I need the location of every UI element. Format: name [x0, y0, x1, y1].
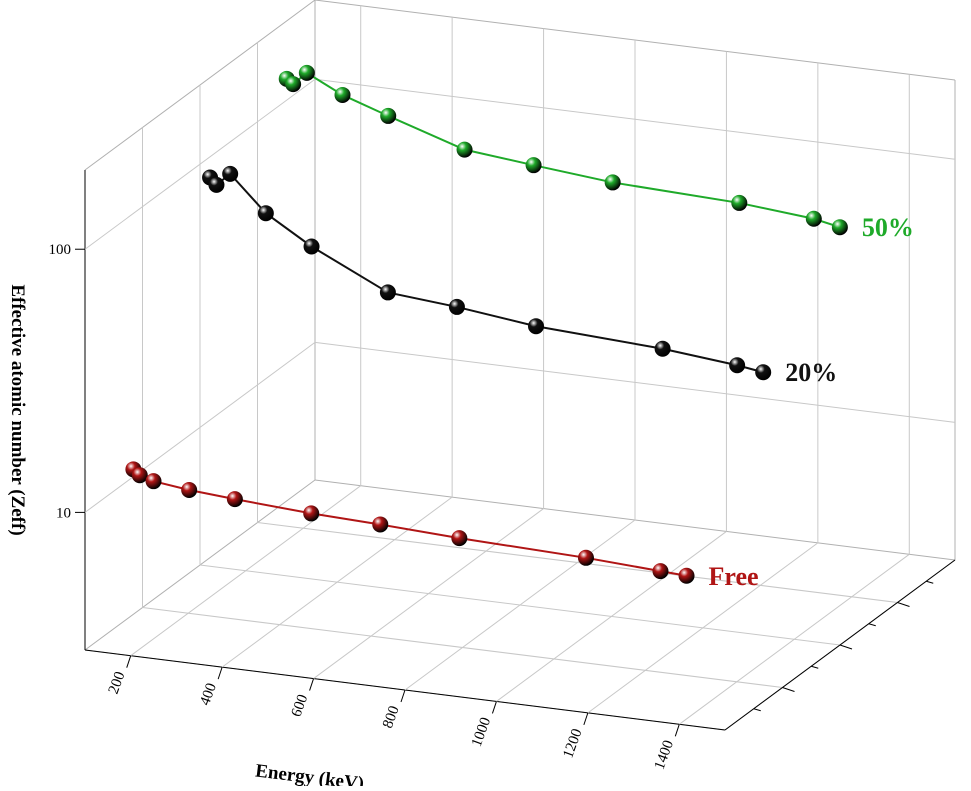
x-tick [583, 712, 589, 726]
x-tick [491, 701, 497, 714]
series-line [209, 172, 764, 374]
grid-line [496, 531, 727, 702]
depth-minor-tick [868, 623, 876, 627]
data-point [181, 482, 198, 499]
grid-line [314, 78, 956, 160]
x-tick-label: 1400 [652, 738, 677, 772]
data-point [604, 174, 621, 191]
data-point [731, 194, 748, 211]
data-point [131, 467, 148, 484]
grid-line [84, 341, 316, 513]
data-point [451, 530, 468, 547]
series-label: Free [709, 562, 759, 591]
depth-tick [839, 644, 853, 650]
grid-line [221, 496, 453, 668]
x-tick-label: 800 [380, 704, 403, 731]
depth-tick [897, 602, 910, 607]
data-point [303, 505, 320, 522]
x-tick [400, 689, 406, 703]
series-line [286, 71, 841, 229]
x-tick [217, 666, 223, 680]
y-axis-title: Effective atomic number (Zeff) [7, 284, 28, 535]
data-point [208, 176, 225, 193]
data-point [257, 205, 274, 222]
data-point [379, 284, 396, 301]
depth-axis [724, 559, 956, 731]
x-tick-label: 400 [197, 681, 220, 708]
data-point [528, 318, 544, 335]
series-line [132, 468, 687, 577]
grid-line [313, 508, 544, 679]
series-label: 20% [785, 358, 837, 387]
y-tick-label: 100 [49, 242, 72, 258]
depth-minor-tick [926, 580, 934, 584]
x-tick-label: 1200 [560, 727, 585, 761]
grid-line [587, 542, 819, 714]
data-point [303, 238, 320, 255]
data-point [805, 210, 822, 227]
data-point [577, 549, 594, 566]
x-tick-label: 600 [289, 692, 312, 719]
series-label: 50% [862, 213, 914, 242]
x-tick-label: 1000 [469, 715, 494, 749]
data-point [380, 107, 397, 124]
data-point [334, 86, 351, 103]
data-point [285, 76, 302, 93]
data-point [372, 516, 389, 533]
x-tick [309, 678, 315, 691]
depth-tick [782, 687, 795, 692]
depth-minor-tick [811, 665, 819, 669]
data-point [755, 364, 772, 381]
x-tick [674, 724, 680, 737]
grid-line [678, 553, 910, 725]
data-point [678, 567, 695, 584]
data-point [226, 491, 243, 508]
grid-line [314, 341, 956, 423]
data-point [652, 563, 669, 580]
grid-line [404, 519, 636, 691]
x-tick [126, 655, 132, 668]
data-point [654, 340, 671, 357]
data-point [222, 165, 239, 182]
y-tick-label: 10 [56, 505, 71, 521]
depth-minor-tick [753, 708, 761, 712]
data-point [729, 357, 746, 374]
x-axis-title: Energy (keV) [254, 760, 365, 786]
grid-line [130, 485, 362, 657]
grid-line [84, 78, 316, 250]
data-point [298, 64, 315, 81]
data-point [448, 298, 465, 315]
data-point [145, 473, 162, 490]
data-point [831, 219, 848, 236]
data-point [525, 157, 542, 174]
data-point [456, 141, 473, 158]
x-tick-label: 200 [106, 670, 129, 697]
